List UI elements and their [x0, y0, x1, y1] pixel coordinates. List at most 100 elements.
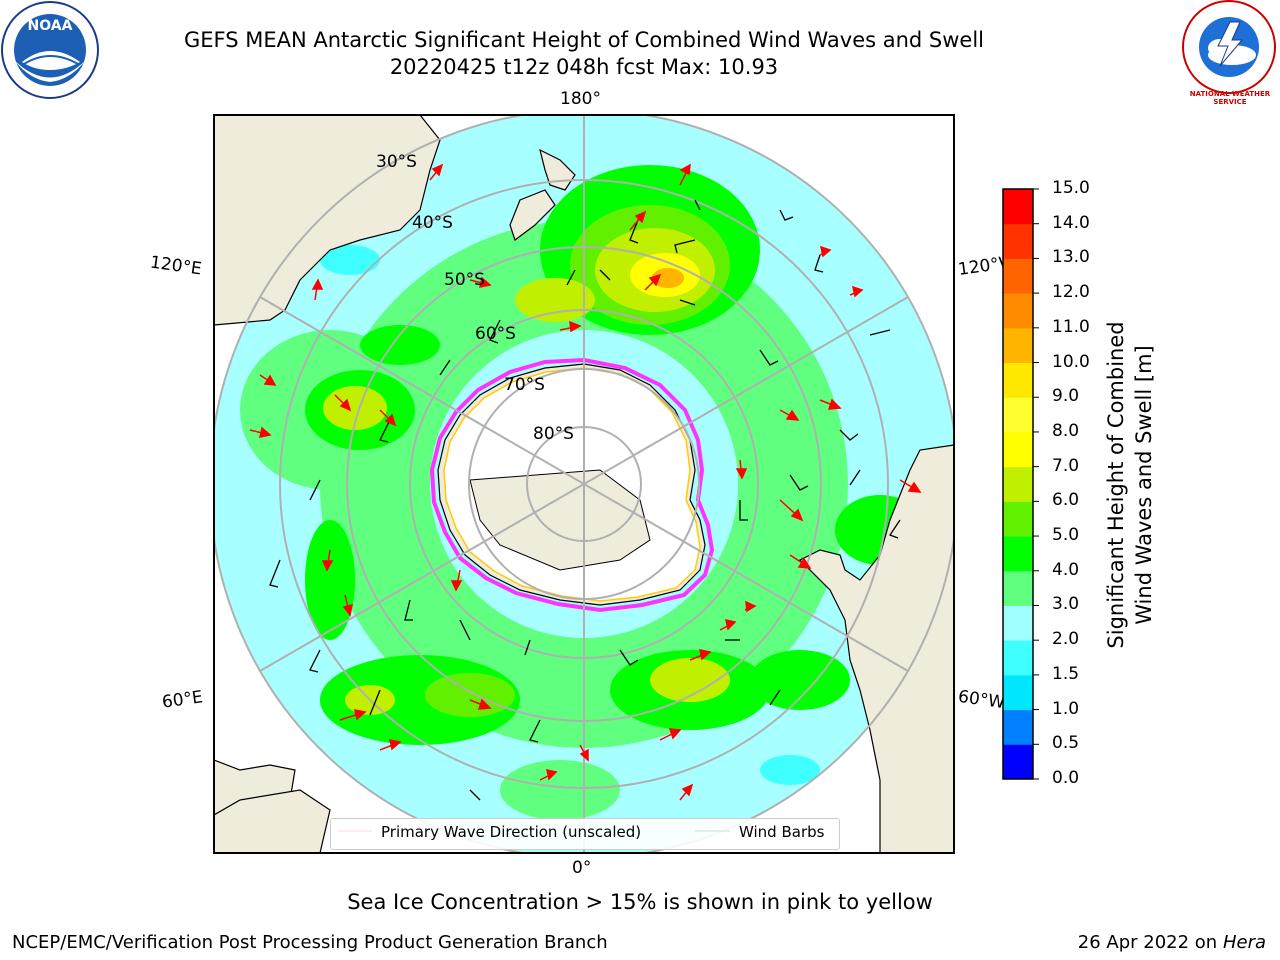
- arrow: [559, 320, 582, 333]
- nws-logo-text: NATIONAL WEATHER SERVICE: [1189, 90, 1271, 106]
- wave-arrows: [249, 163, 922, 801]
- lat-label-60s: 60°S: [475, 324, 516, 344]
- africa-south: [214, 789, 331, 853]
- sea-ice-edge: [429, 357, 715, 613]
- arrow: [679, 783, 694, 801]
- colorbar-segment: [1003, 223, 1033, 259]
- colorbar-tick-label: 3.0: [1052, 594, 1080, 615]
- arrow: [539, 769, 558, 781]
- arrow: [644, 273, 662, 291]
- arrow: [429, 163, 444, 181]
- arrow: [789, 554, 812, 569]
- arrow: [249, 426, 272, 438]
- colorbar-segment: [1003, 431, 1033, 468]
- colorbar-tick-label: 11.0: [1052, 316, 1090, 337]
- colorbar-segment: [1003, 189, 1033, 225]
- colorbar-tick-label: 2.0: [1052, 629, 1080, 650]
- chart-title: GEFS MEAN Antarctic Significant Height o…: [183, 28, 985, 52]
- arrow: [450, 569, 463, 592]
- map-legend: Primary Wave Direction (unscaled) Wind B…: [330, 818, 840, 850]
- arrow: [379, 409, 397, 427]
- colorbar-segment: [1003, 501, 1033, 537]
- noaa-logo-text: NOAA: [27, 18, 73, 34]
- colorbar-tick-label: 13.0: [1052, 247, 1090, 268]
- sea-ice-note: Sea Ice Concentration > 15% is shown in …: [347, 890, 933, 914]
- footer-date: 26 Apr 2022 on Hera: [1078, 932, 1266, 953]
- legend-wave-label: Primary Wave Direction (unscaled): [381, 823, 642, 841]
- lat-label-30s: 30°S: [376, 152, 417, 172]
- arrow: [334, 394, 352, 412]
- colorbar-tick-label: 10.0: [1052, 351, 1090, 372]
- colorbar-segment: [1003, 709, 1033, 745]
- colorbar-tick-label: 9.0: [1052, 386, 1080, 407]
- arrow: [339, 709, 367, 721]
- arrow: [719, 619, 737, 631]
- lon-label-0: 0°: [572, 858, 592, 878]
- wave-height-field: [240, 165, 925, 820]
- colorbar-tick-label: 6.0: [1052, 490, 1080, 511]
- lat-label-40s: 40°S: [412, 213, 453, 233]
- graticule: [214, 115, 954, 853]
- arrow: [469, 276, 492, 288]
- colorbar-segment: [1003, 744, 1033, 780]
- arrow: [779, 409, 800, 421]
- arrow: [679, 163, 691, 186]
- colorbar-tick-label: 15.0: [1052, 178, 1090, 198]
- colorbar-tick-label: 5.0: [1052, 525, 1080, 546]
- colorbar-segment: [1003, 362, 1033, 398]
- arrow: [311, 278, 324, 301]
- new-zealand-south: [509, 189, 556, 241]
- chart-subtitle: 20220425 t12z 048h fcst Max: 10.93: [389, 55, 779, 79]
- arrow: [819, 398, 842, 410]
- arrow: [469, 698, 492, 710]
- colorbar-segment: [1003, 570, 1033, 606]
- arrow: [744, 600, 757, 613]
- colorbar-frame: [1002, 188, 1034, 780]
- lat-label-80s: 80°S: [533, 424, 574, 444]
- arrow: [735, 459, 748, 480]
- logos-layer: [1, 0, 1276, 99]
- colorbar-segment: [1003, 258, 1033, 294]
- colorbar-tick-label: 4.0: [1052, 559, 1080, 580]
- colorbar-tick-label: 14.0: [1052, 212, 1090, 233]
- footer-credit: NCEP/EMC/Verification Post Processing Pr…: [12, 932, 608, 953]
- arrow: [342, 594, 353, 617]
- arrow: [779, 499, 804, 522]
- arrow: [321, 549, 334, 572]
- arrow: [579, 744, 589, 762]
- lat-label-70s: 70°S: [504, 375, 545, 395]
- colorbar-tick-label: 7.0: [1052, 455, 1080, 476]
- footer-machine: Hera: [1222, 932, 1266, 953]
- arrow: [689, 649, 712, 661]
- legend-barb-label: Wind Barbs: [739, 823, 825, 841]
- arrow: [849, 285, 864, 298]
- colorbar-tick-label: 0.5: [1052, 733, 1080, 754]
- colorbar-segment: [1003, 640, 1033, 676]
- noaa-logo: [1, 1, 99, 99]
- colorbar-tick-label: 8.0: [1052, 420, 1080, 441]
- colorbar-tick-label: 1.0: [1052, 698, 1080, 719]
- lat-label-50s: 50°S: [444, 270, 485, 290]
- colorbar-segment: [1003, 605, 1033, 641]
- colorbar-segment: [1003, 536, 1033, 572]
- colorbar-segment: [1003, 293, 1033, 329]
- footer-date-text: 26 Apr 2022 on: [1077, 932, 1223, 953]
- arrow: [819, 245, 832, 258]
- colorbar-label-line2: Wind Waves and Swell [m]: [1132, 345, 1156, 625]
- arrow: [629, 210, 647, 231]
- map-frame: [213, 114, 955, 854]
- nws-logo: [1182, 0, 1276, 94]
- lon-label-180: 180°: [560, 89, 601, 109]
- colorbar-segment: [1003, 397, 1033, 433]
- wind-barbs: [269, 199, 901, 801]
- colorbar-segment: [1003, 466, 1033, 502]
- arrow: [899, 479, 922, 493]
- colorbar-segment: [1003, 327, 1033, 364]
- arrow: [379, 739, 402, 751]
- colorbar-segment: [1003, 674, 1033, 711]
- colorbar-label-line1: Significant Height of Combined: [1104, 321, 1128, 649]
- arrow: [259, 374, 277, 386]
- colorbar-tick-label: 1.5: [1052, 663, 1080, 684]
